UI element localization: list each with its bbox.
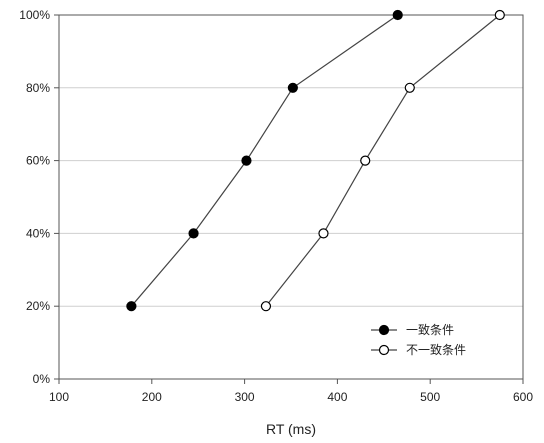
- series-2-point-5: [494, 9, 505, 21]
- x-tick-label-300: 300: [235, 390, 255, 404]
- legend-marker-1: [378, 324, 390, 336]
- x-tick-label-600: 600: [513, 390, 533, 404]
- series-2-point-3: [360, 155, 371, 166]
- x-axis-title: RT (ms): [266, 421, 316, 437]
- y-tick-label-60: 60%: [26, 154, 50, 168]
- y-tick-label-100: 100%: [19, 8, 50, 22]
- x-tick-label-500: 500: [420, 390, 440, 404]
- x-tick-label-400: 400: [327, 390, 347, 404]
- y-axis: 0% 20% 40% 60% 80% 100%: [19, 8, 59, 386]
- series-1: [126, 9, 403, 312]
- x-tick-label-100: 100: [49, 390, 69, 404]
- gridlines: [59, 87, 523, 307]
- plot-area: [58, 14, 524, 380]
- series-layer: [126, 9, 505, 312]
- y-tick-label-20: 20%: [26, 299, 50, 313]
- y-tick-label-80: 80%: [26, 81, 50, 95]
- x-axis: 100 200 300 400 500 600: [49, 379, 533, 404]
- series-1-point-4: [287, 82, 298, 93]
- series-2-point-1: [260, 301, 272, 312]
- legend-label-1: 一致条件: [406, 323, 454, 337]
- series-2-point-4: [404, 82, 415, 93]
- series-1-point-5: [392, 9, 403, 21]
- series-1-point-3: [241, 155, 252, 166]
- x-tick-label-200: 200: [142, 390, 162, 404]
- legend-marker-2: [378, 344, 390, 356]
- series-2-point-2: [318, 228, 329, 239]
- series-2: [260, 9, 505, 312]
- series-1-point-1: [126, 301, 137, 312]
- series-1-point-2: [188, 228, 199, 239]
- legend-label-2: 不一致条件: [406, 343, 466, 357]
- y-tick-label-0: 0%: [33, 372, 51, 386]
- y-tick-label-40: 40%: [26, 226, 50, 240]
